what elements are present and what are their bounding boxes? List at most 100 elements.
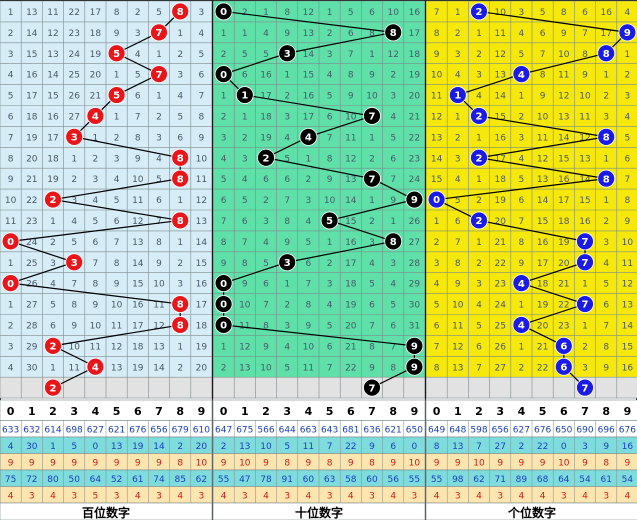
footer-stat-value: 60 (303, 475, 315, 485)
footer-stat-value: 27 (494, 442, 505, 452)
cell-number: 6 (263, 175, 269, 185)
cell-number: 5 (390, 301, 396, 311)
cell-number: 3 (284, 112, 290, 122)
cell-number: 2 (221, 112, 227, 122)
footer-stat-value: 650 (555, 426, 572, 436)
cell-number: 11 (239, 321, 250, 331)
cell-number: 5 (455, 196, 461, 206)
winning-ball-label: 1 (454, 91, 461, 102)
cell-number: 13 (196, 217, 207, 227)
cell-number: 3 (8, 342, 14, 352)
cell-number: 10 (324, 196, 336, 206)
cell-number: 30 (409, 301, 421, 311)
cell-number: 16 (494, 133, 506, 143)
cell-number: 7 (348, 50, 354, 60)
cell-number: 16 (303, 92, 315, 102)
footer-stat-value: 55 (218, 475, 229, 485)
cell-number: 7 (540, 50, 546, 60)
winning-ball (554, 336, 573, 355)
cell-number: 6 (625, 154, 631, 164)
cell-number: 3 (455, 50, 461, 60)
cell-number: 8 (603, 342, 609, 352)
footer-header-digit: 6 (347, 405, 355, 418)
cell-number: 5 (284, 363, 290, 373)
cell-number: 2 (8, 321, 14, 331)
cell-number: 8 (582, 50, 588, 60)
cell-number: 14 (558, 133, 570, 143)
cell-number: 13 (132, 238, 143, 248)
footer-stat-value: 8 (327, 459, 333, 469)
cell-number: 6 (242, 71, 248, 81)
cell-number: 4 (93, 196, 99, 206)
cell-number: 21 (90, 92, 101, 102)
cell-number: 4 (455, 71, 461, 81)
winning-ball-label: 4 (92, 362, 99, 373)
winning-ball-label: 7 (369, 112, 376, 123)
cell-number: 5 (263, 259, 269, 269)
cell-number: 1 (476, 29, 482, 39)
footer-stat-value: 3 (561, 492, 567, 502)
footer-stat-value: 56 (387, 475, 399, 485)
footer-stat-value: 54 (579, 475, 591, 485)
cell-number: 1 (177, 196, 183, 206)
cell-number: 12 (132, 217, 143, 227)
cell-number: 16 (537, 238, 549, 248)
cell-number: 11 (153, 301, 164, 311)
footer-stat-value: 3 (582, 442, 588, 452)
cell-number: 12 (558, 92, 569, 102)
footer-stat-value: 4 (582, 492, 588, 502)
footer-stat-value: 656 (492, 426, 509, 436)
winning-ball (512, 274, 531, 293)
cell-number: 10 (558, 50, 570, 60)
cell-number: 9 (8, 175, 14, 185)
winning-ball-label: 9 (411, 195, 418, 206)
winning-ball-label: 0 (7, 279, 14, 290)
winning-ball-label: 9 (411, 362, 418, 373)
cell-number: 11 (452, 321, 463, 331)
winning-ball-label: 0 (220, 7, 227, 18)
cell-number: 18 (409, 50, 421, 60)
cell-number: 3 (284, 321, 290, 331)
footer-stat-value: 19 (132, 442, 144, 452)
cell-number: 3 (263, 217, 269, 227)
cell-number: 3 (582, 363, 588, 373)
winning-ball-label: 2 (50, 341, 57, 352)
winning-ball-label: 4 (518, 70, 525, 81)
cell-number: 19 (90, 50, 102, 60)
footer-stat-value: 2 (519, 442, 525, 452)
footer-header-digit: 5 (326, 405, 334, 418)
cell-number: 2 (519, 112, 525, 122)
cell-number: 5 (177, 112, 183, 122)
cell-number: 2 (221, 363, 227, 373)
footer-stat-value: 9 (497, 459, 503, 469)
cell-number: 23 (558, 321, 569, 331)
cell-number: 18 (537, 280, 549, 290)
footer-stat-value: 91 (281, 475, 292, 485)
cell-number: 21 (494, 238, 505, 248)
footer-header-digit: 0 (7, 405, 15, 418)
footer-header-digit: 6 (560, 405, 568, 418)
footer-header-digit: 7 (368, 405, 376, 418)
footer-stat-value: 3 (114, 492, 120, 502)
winning-ball-label: 3 (71, 258, 78, 269)
cell-number: 12 (452, 342, 463, 352)
cell-number: 2 (177, 50, 183, 60)
cell-number: 7 (369, 321, 375, 331)
cell-number: 9 (156, 259, 162, 269)
cell-number: 3 (390, 259, 396, 269)
winning-ball (576, 253, 594, 272)
cell-number: 2 (369, 154, 375, 164)
cell-number: 8 (434, 363, 440, 373)
winning-ball-label: 7 (156, 70, 163, 81)
cell-number: 11 (558, 71, 569, 81)
cell-number: 6 (603, 301, 609, 311)
cell-number: 14 (579, 175, 591, 185)
cell-number: 4 (50, 280, 56, 290)
cell-number: 2 (156, 112, 162, 122)
cell-number: 9 (284, 29, 290, 39)
cell-number: 19 (558, 238, 570, 248)
footer-stat-value: 3 (455, 492, 461, 502)
cell-number: 3 (93, 175, 99, 185)
cell-number: 10 (579, 92, 591, 102)
cell-number: 4 (455, 175, 461, 185)
